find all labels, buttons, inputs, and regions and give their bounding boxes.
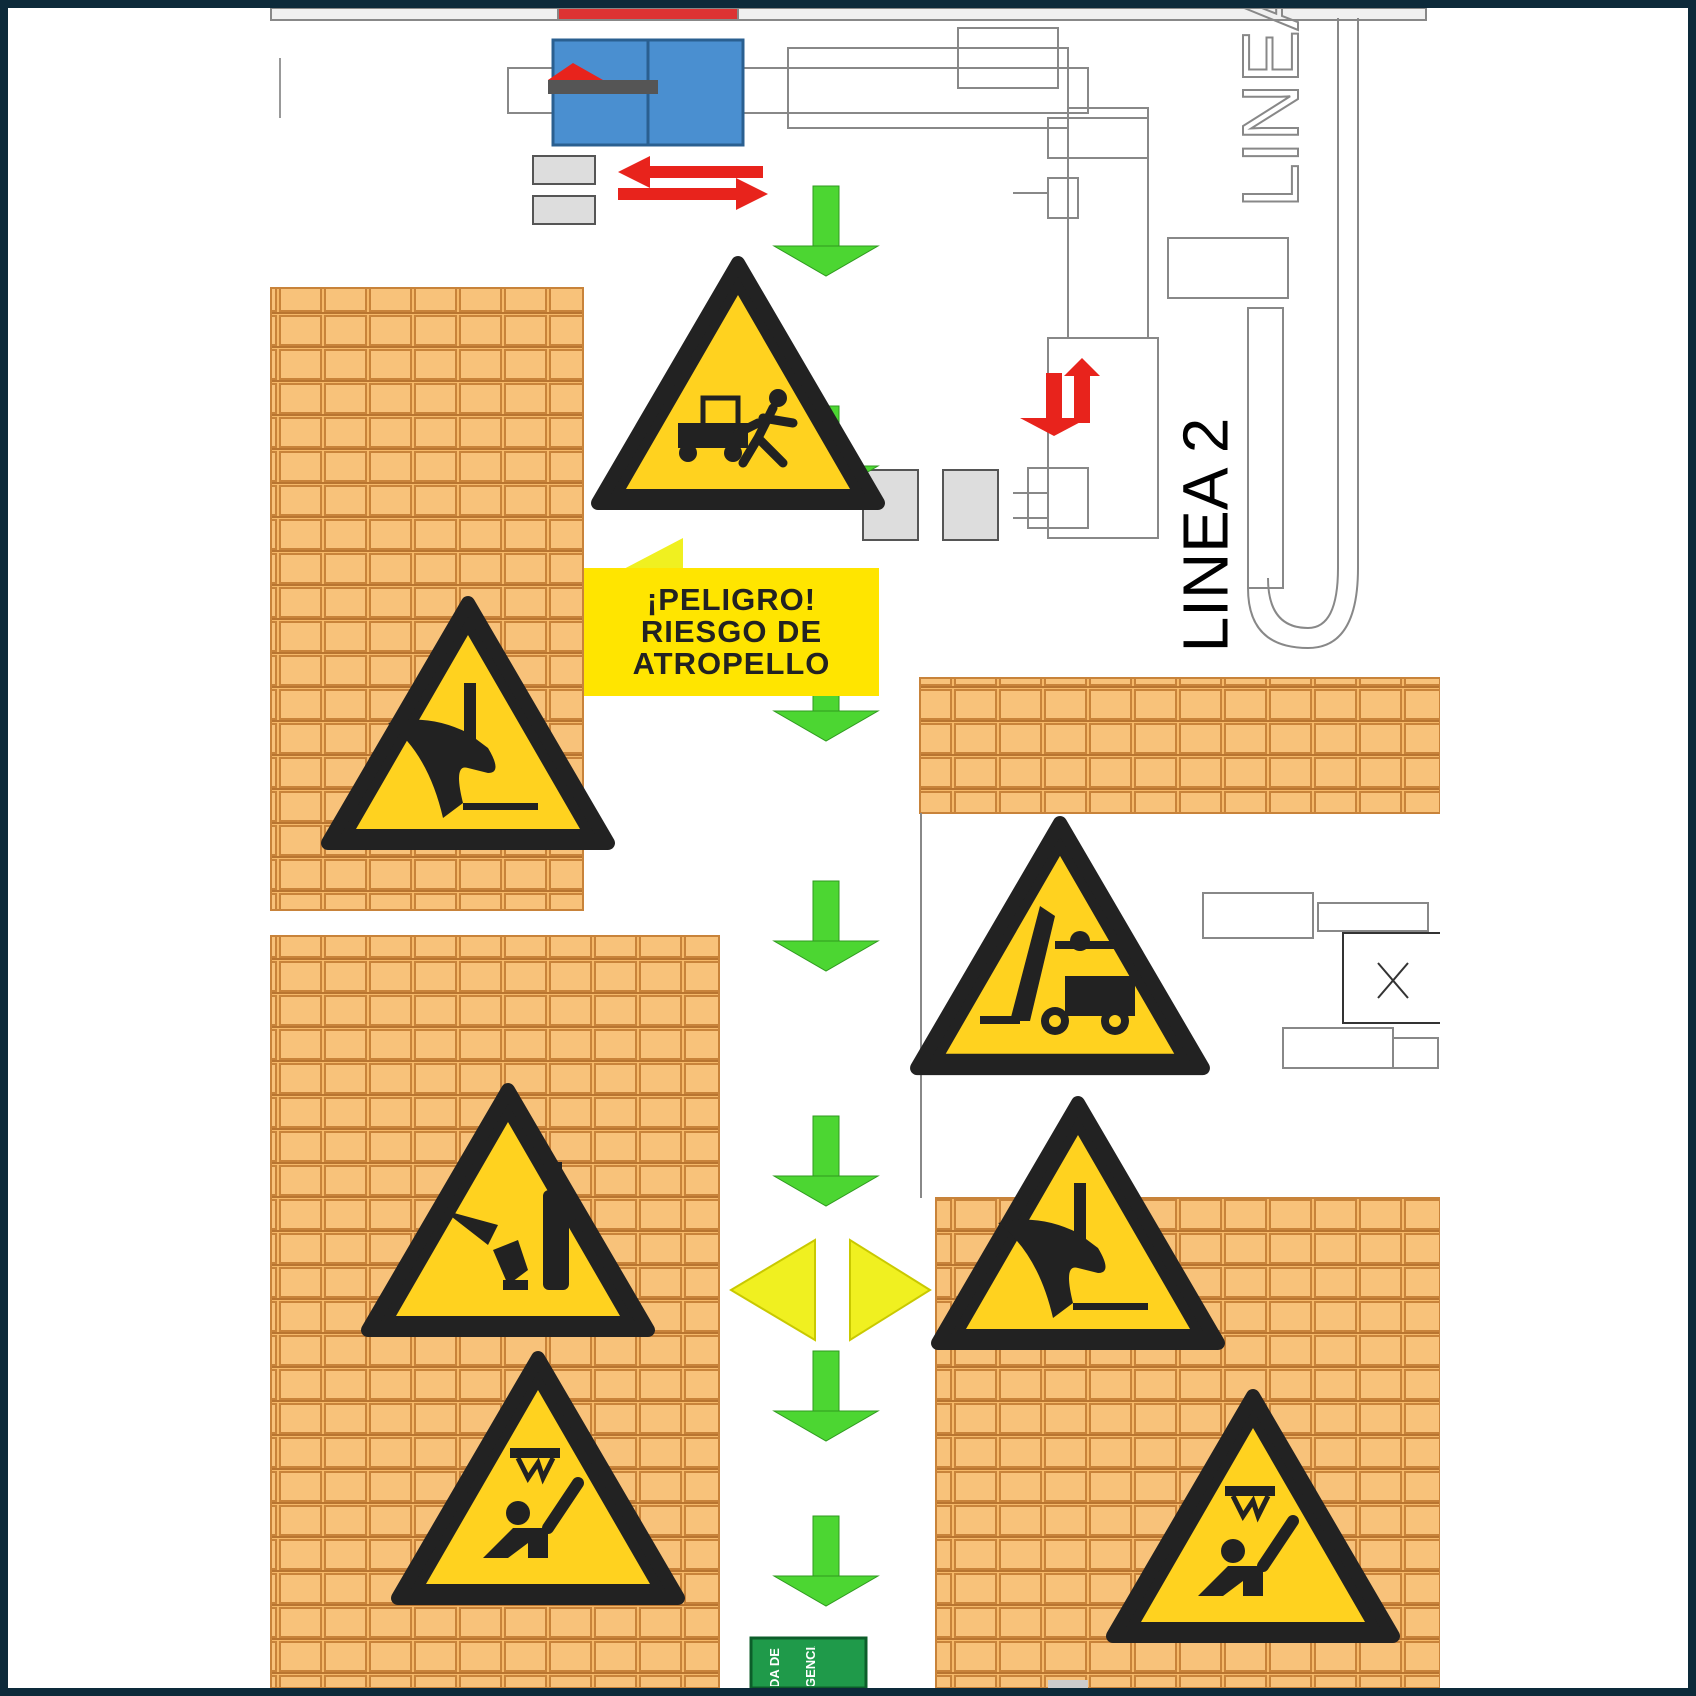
falling-object-warning-icon bbox=[1113, 1396, 1393, 1636]
panel-line-2: RIESGO DE bbox=[640, 614, 823, 649]
pallet-blocks bbox=[532, 155, 999, 541]
right-margin bbox=[1440, 8, 1688, 1688]
green-down-arrow bbox=[773, 1350, 879, 1442]
exit-text-1: DA DE bbox=[767, 1648, 782, 1686]
exit-sign-text: DA DE GENCIA bbox=[753, 1646, 863, 1686]
yellow-left-arrow bbox=[729, 1238, 816, 1342]
machinery-drawing: LINEA 2 bbox=[270, 8, 1427, 650]
exit-text-2: GENCIA bbox=[803, 1646, 818, 1686]
green-down-arrow bbox=[773, 1515, 879, 1607]
green-down-arrow bbox=[773, 1115, 879, 1207]
hand-crush-warning-icon bbox=[328, 603, 608, 843]
flow-arrows bbox=[618, 185, 932, 1607]
emergency-exit-sign bbox=[749, 1636, 868, 1688]
right-machinery-drawing bbox=[920, 813, 1444, 1198]
yellow-right-arrow bbox=[849, 1238, 932, 1342]
hand-crush-warning-icon bbox=[938, 1103, 1218, 1343]
linea-2-drawing-label: LINEA 2 bbox=[1226, 8, 1315, 208]
broken-glass-warning-icon bbox=[368, 1090, 648, 1330]
floor-plan-frame: LINEA 2 bbox=[8, 8, 1688, 1688]
vehicle-run-over-warning-icon bbox=[598, 263, 878, 503]
yellow-arrow-partial bbox=[618, 538, 683, 572]
green-down-arrow bbox=[773, 880, 879, 972]
panel-line-1: ¡PELIGRO! bbox=[646, 582, 817, 617]
linea-2-label: LINEA 2 bbox=[1169, 417, 1242, 653]
wrapping-machine bbox=[548, 38, 745, 147]
plan-fragment bbox=[1048, 1680, 1088, 1688]
floor-plan: LINEA 2 bbox=[270, 8, 1688, 1688]
panel-line-3: ATROPELLO bbox=[632, 646, 831, 681]
green-down-arrow bbox=[773, 185, 879, 277]
forklift-warning-icon bbox=[917, 823, 1203, 1068]
falling-object-warning-icon bbox=[398, 1358, 678, 1598]
red-double-arrow bbox=[618, 156, 768, 210]
pallet-storage-area bbox=[919, 677, 1441, 814]
danger-run-over-panel: ¡PELIGRO! RIESGO DE ATROPELLO bbox=[584, 568, 879, 696]
